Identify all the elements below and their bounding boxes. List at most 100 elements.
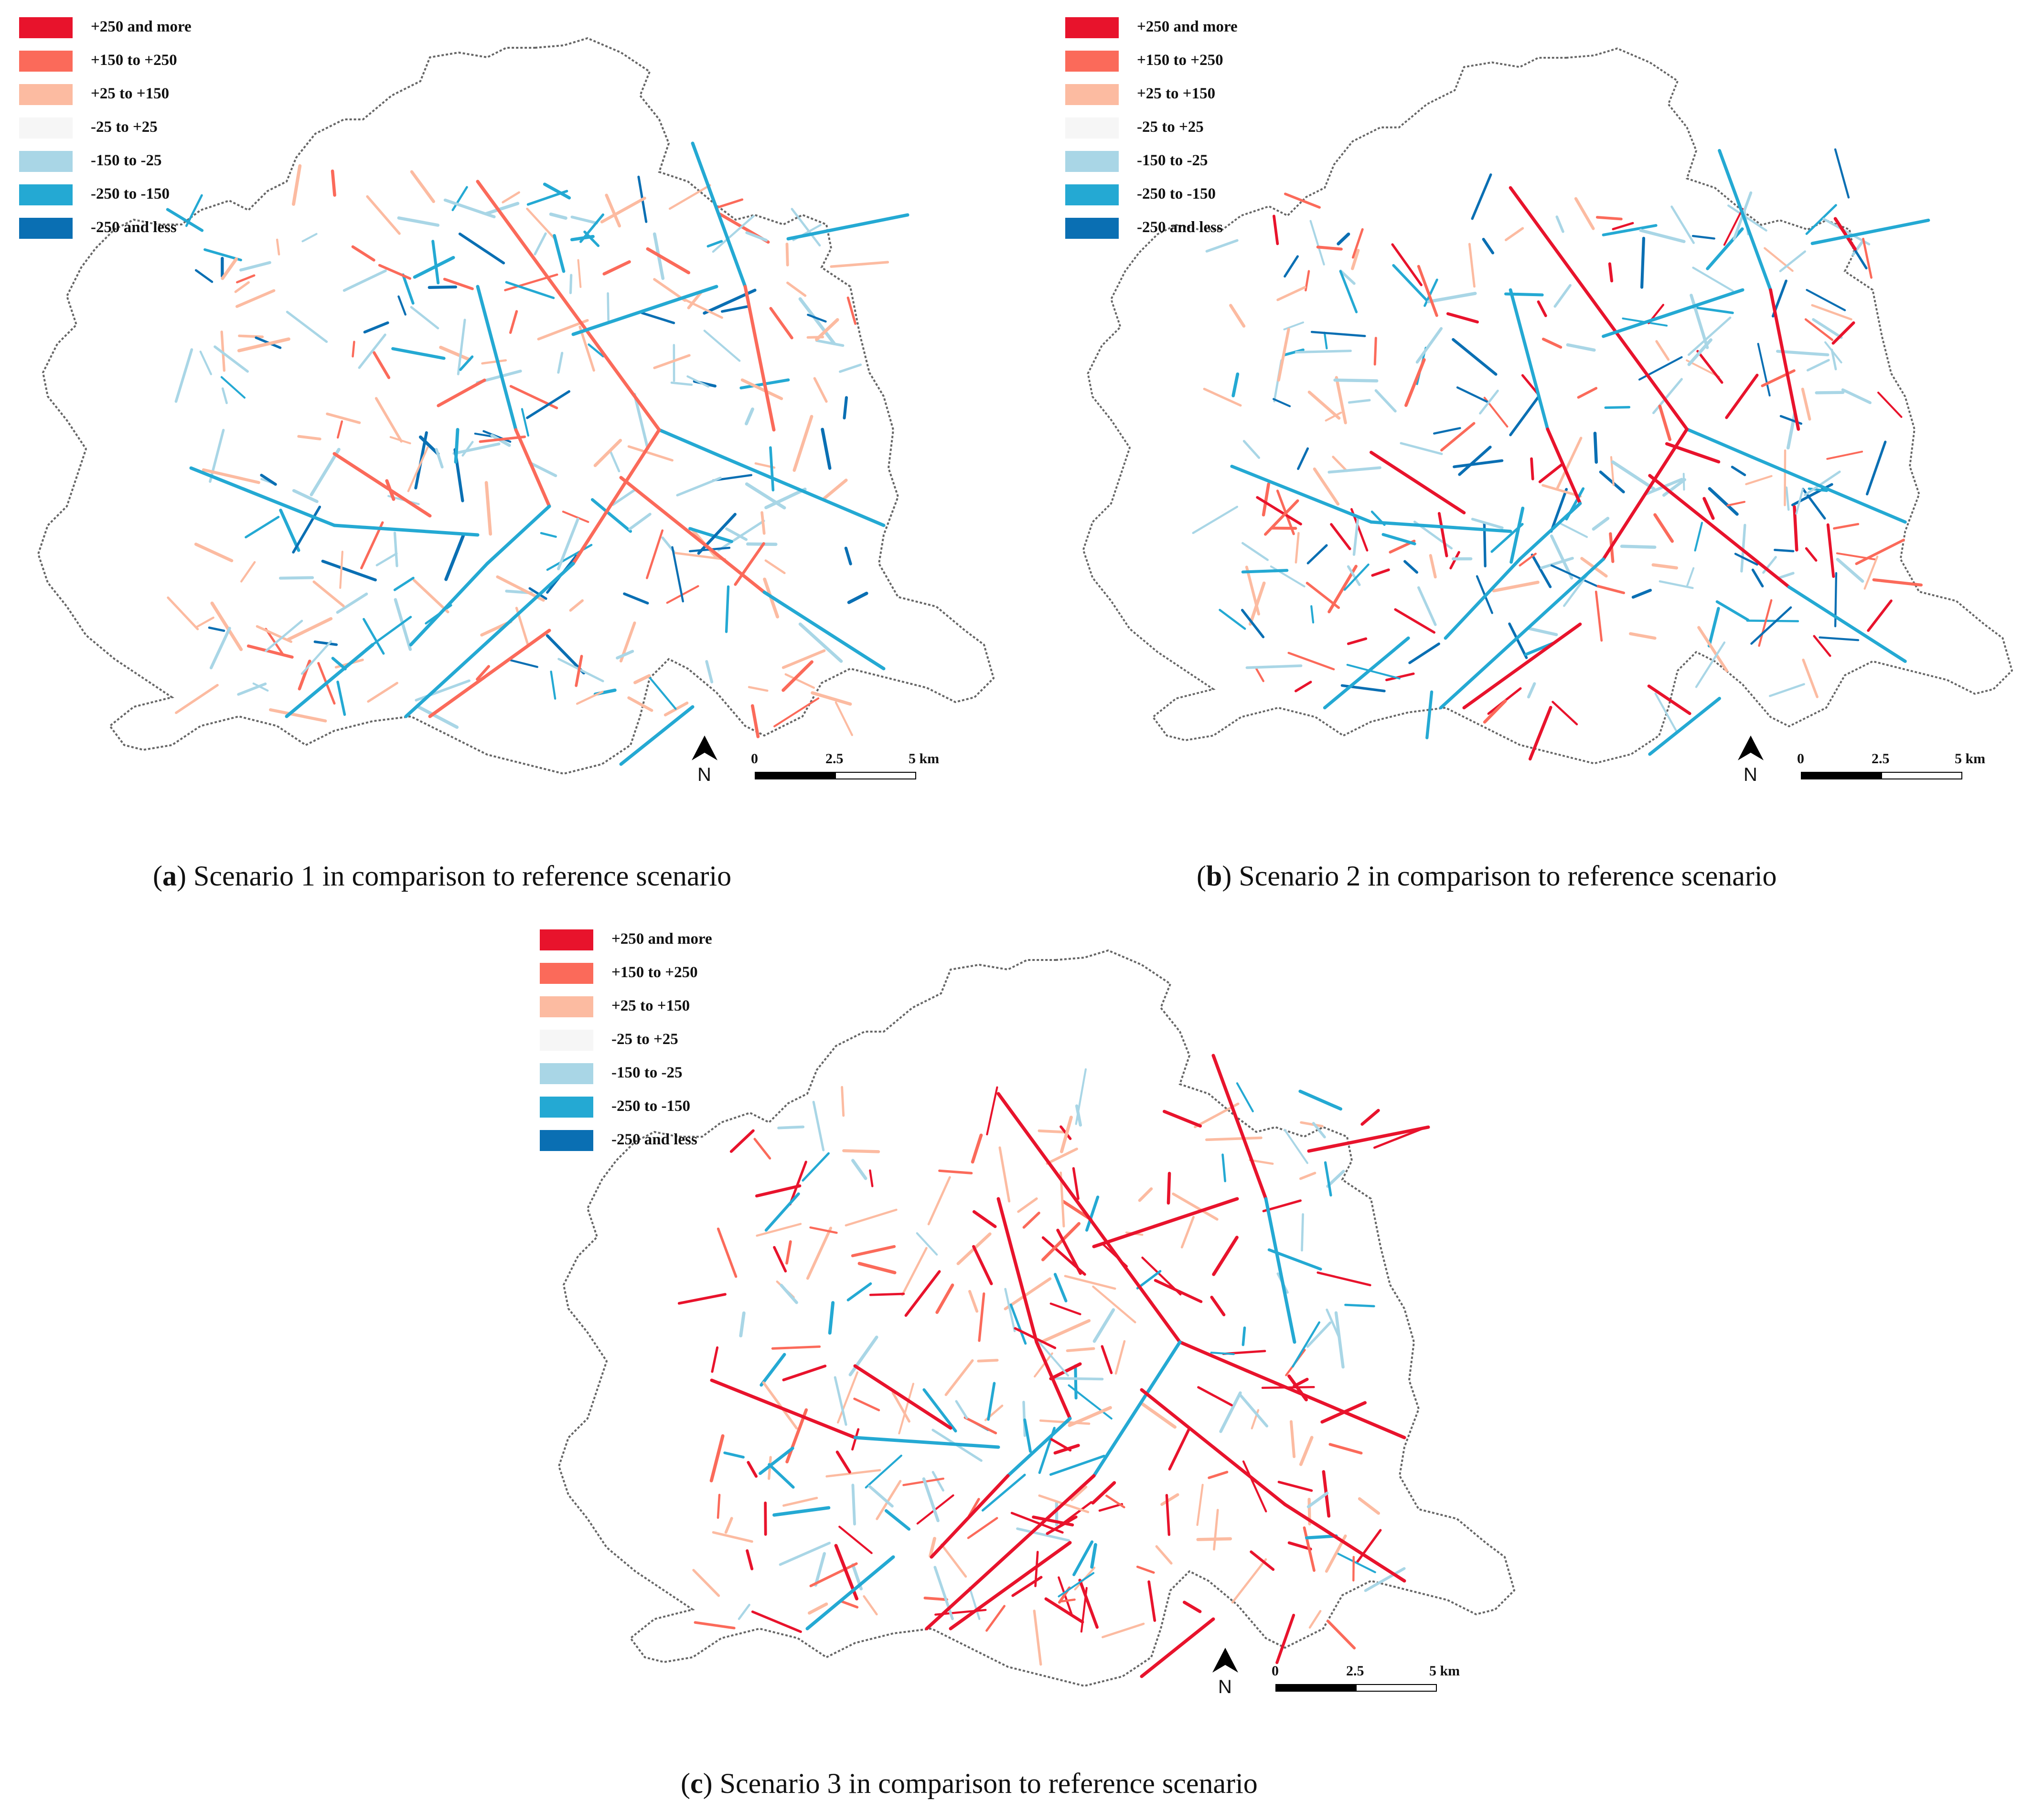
- road-segment: [1458, 446, 1492, 476]
- road-segment: [944, 1359, 974, 1397]
- road-segment: [1241, 542, 1269, 561]
- road-segment: [1813, 635, 1831, 657]
- road-segment: [1090, 1543, 1097, 1569]
- road-segment: [981, 1473, 1026, 1512]
- road-segment: [1727, 204, 1767, 232]
- road-segment: [265, 628, 285, 657]
- major-road: [485, 504, 551, 565]
- road-segment: [1440, 422, 1476, 452]
- road-segment: [358, 333, 386, 369]
- road-segment: [940, 1543, 967, 1578]
- road-segment: [1537, 300, 1547, 317]
- road-segment: [1326, 1170, 1345, 1188]
- road-segment: [1851, 239, 1865, 256]
- road-segment: [671, 546, 684, 603]
- road-segment: [1659, 580, 1694, 589]
- road-segment: [1866, 440, 1887, 496]
- road-segment: [1297, 447, 1309, 470]
- road-segment: [1360, 1109, 1380, 1126]
- road-segment: [1833, 217, 1857, 251]
- road-segment: [373, 351, 391, 379]
- road-segment: [1708, 487, 1739, 516]
- road-segment: [717, 1493, 721, 1519]
- road-segment: [1574, 197, 1595, 230]
- road-segment: [1655, 340, 1670, 361]
- road-segment: [1287, 651, 1335, 671]
- road-segment: [1036, 1339, 1070, 1377]
- road-segment: [326, 412, 361, 424]
- legend-swatch: [540, 996, 593, 1017]
- road-segment: [1212, 1236, 1239, 1276]
- road-segment: [768, 1463, 795, 1489]
- road-segment: [751, 1610, 802, 1633]
- major-road: [710, 1378, 857, 1439]
- road-segment: [616, 650, 634, 660]
- road-segment: [933, 1566, 954, 1621]
- major-road: [853, 1364, 952, 1430]
- legend-label: -250 and less: [91, 219, 177, 236]
- major-road: [691, 141, 747, 288]
- scale-bar-segment: [1275, 1684, 1357, 1692]
- road-segment: [1541, 484, 1582, 498]
- road-segment: [967, 1517, 998, 1539]
- road-segment: [237, 337, 290, 352]
- road-segment: [1098, 1503, 1124, 1512]
- road-segment: [1690, 306, 1734, 314]
- road-segment: [209, 627, 231, 670]
- road-segment: [760, 511, 766, 535]
- road-segment: [417, 705, 459, 729]
- road-segment: [846, 296, 857, 325]
- road-segment: [1197, 1386, 1233, 1407]
- road-segment: [220, 331, 225, 372]
- road-segment: [1647, 684, 1691, 715]
- road-segment: [772, 1506, 831, 1517]
- road-segment: [821, 427, 832, 470]
- road-segment: [1801, 387, 1811, 421]
- road-segment: [1639, 229, 1686, 243]
- road-segment: [998, 1146, 1011, 1203]
- road-segment: [668, 184, 711, 210]
- road-segment: [1453, 459, 1504, 469]
- road-segment: [756, 1223, 802, 1237]
- scale-tick-label: 5 km: [1429, 1663, 1460, 1679]
- road-segment: [785, 242, 789, 267]
- road-segment: [938, 1169, 973, 1174]
- road-segment: [1305, 1534, 1338, 1540]
- road-segment: [771, 1345, 821, 1350]
- road-segment: [195, 616, 214, 628]
- road-segment: [570, 235, 595, 242]
- road-segment: [1327, 1620, 1356, 1650]
- road-segment: [1136, 1566, 1155, 1574]
- road-segment: [1863, 555, 1879, 590]
- road-segment: [688, 527, 733, 544]
- major-road: [1518, 501, 1582, 561]
- road-segment: [1245, 565, 1260, 616]
- road-segment: [1249, 1159, 1274, 1165]
- road-segment: [1091, 1481, 1116, 1505]
- road-segment: [557, 518, 579, 570]
- legend-swatch: [540, 1097, 593, 1118]
- road-segment: [202, 468, 260, 484]
- road-segment: [1058, 1576, 1073, 1617]
- road-segment: [407, 446, 429, 492]
- road-segment: [963, 1416, 997, 1435]
- road-segment: [769, 307, 793, 340]
- road-segment: [1016, 1527, 1070, 1542]
- road-segment: [1196, 1537, 1232, 1541]
- road-segment: [543, 182, 571, 200]
- road-segment: [1205, 239, 1239, 253]
- legend-label: -250 and less: [611, 1131, 697, 1148]
- road-segment: [1527, 682, 1536, 699]
- road-segment: [1303, 1526, 1316, 1572]
- road-segment: [734, 542, 765, 586]
- road-segment: [1344, 1303, 1375, 1308]
- road-segment: [1295, 350, 1352, 353]
- road-segment: [1521, 374, 1540, 395]
- road-segment: [837, 1371, 859, 1424]
- major-road: [1092, 1197, 1239, 1248]
- road-segment: [876, 1480, 902, 1520]
- road-segment: [1629, 632, 1657, 640]
- road-segment: [528, 587, 547, 600]
- road-segment: [363, 321, 389, 334]
- road-segment: [1299, 1436, 1314, 1466]
